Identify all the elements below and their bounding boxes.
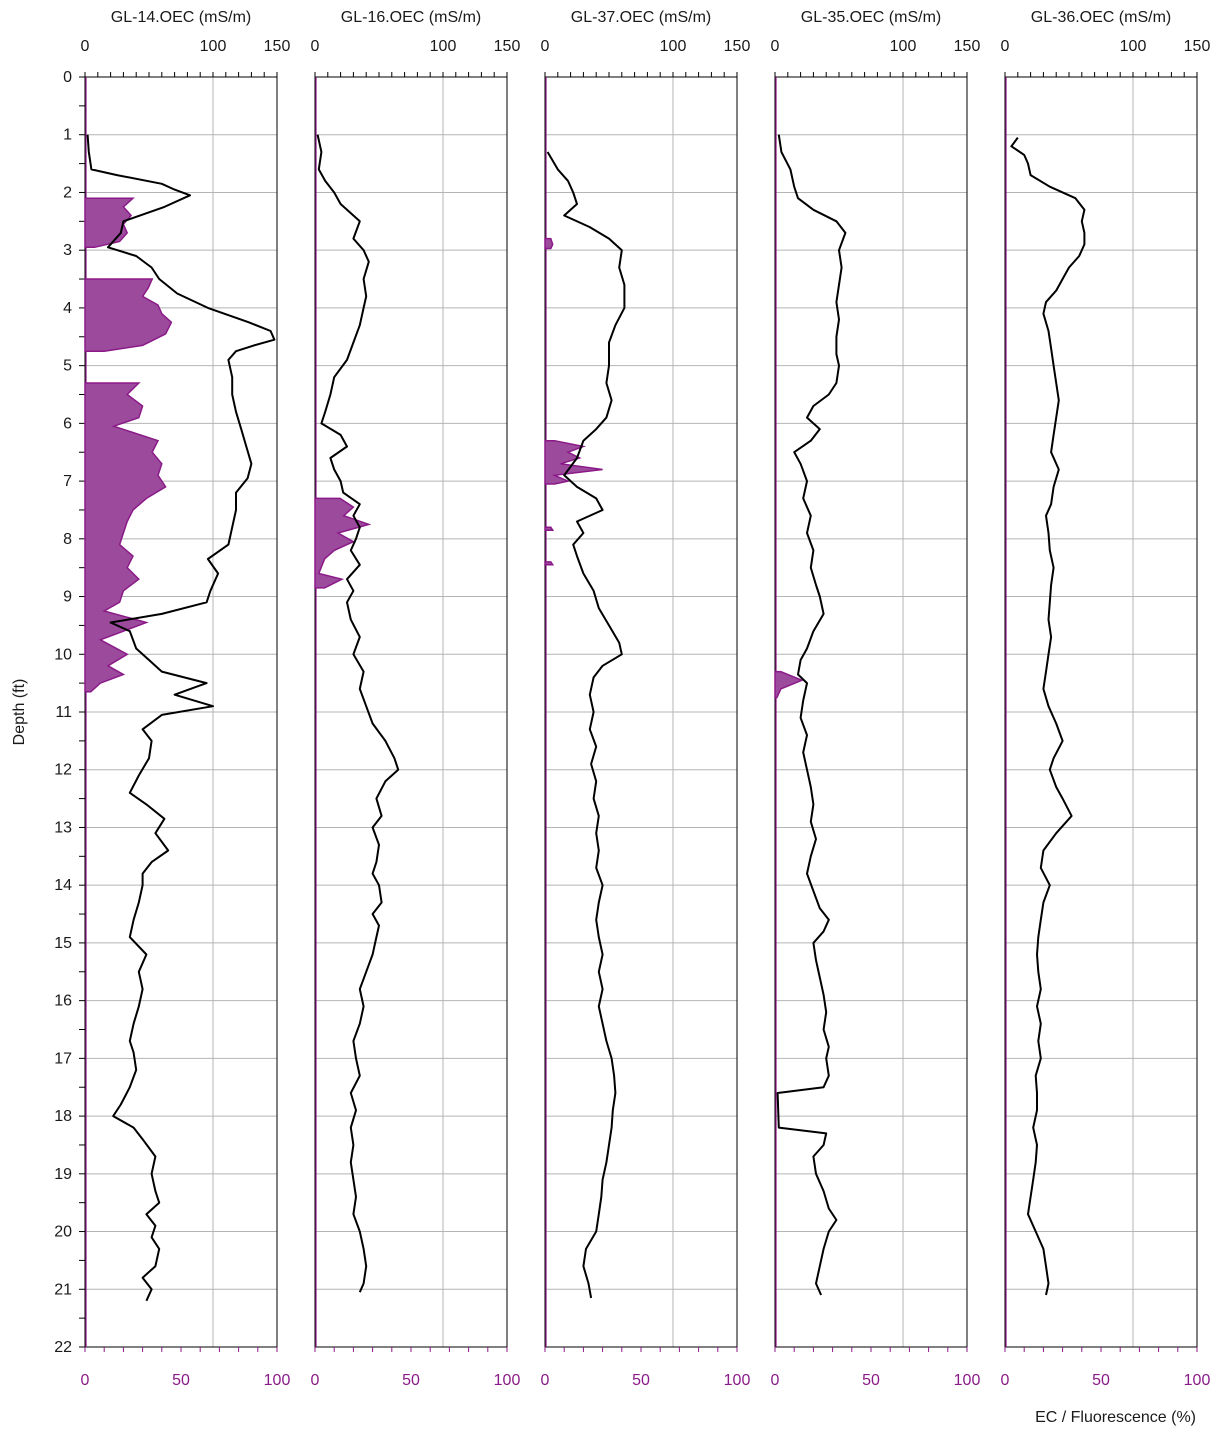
- depth-tick-label: 3: [63, 242, 72, 259]
- panel-title: GL-16.OEC (mS/m): [341, 9, 481, 26]
- depth-tick-label: 10: [54, 646, 72, 663]
- ec-tick-label: 100: [200, 38, 227, 55]
- ec-tick-label: 0: [311, 38, 320, 55]
- depth-tick-label: 8: [63, 531, 72, 548]
- panel-3: GL-37.OEC (mS/m) 0 100 150 0 50 100: [541, 9, 751, 1389]
- fluor-tick-label: 100: [264, 1372, 291, 1389]
- depth-tick-label: 13: [54, 819, 72, 836]
- ec-series-line: [316, 134, 400, 1293]
- ec-tick-label: 100: [890, 38, 917, 55]
- depth-tick-label: 22: [54, 1339, 72, 1356]
- fluor-tick-label: 100: [1184, 1372, 1211, 1389]
- depth-tick-label: 4: [63, 300, 72, 317]
- fluorescence-area: [544, 237, 554, 250]
- depth-tick-label: 21: [54, 1281, 72, 1298]
- depth-tick-label: 15: [54, 935, 72, 952]
- ec-tick-label: 150: [724, 38, 751, 55]
- fluorescence-area: [544, 439, 603, 485]
- depth-tick-label: 5: [63, 358, 72, 375]
- fluorescence-area: [774, 670, 804, 699]
- ec-tick-label: 100: [1120, 38, 1147, 55]
- depth-tick-label: 18: [54, 1108, 72, 1125]
- fluorescence-area: [84, 278, 173, 352]
- panel-2: GL-16.OEC (mS/m) 0 100 150 0 50 100: [311, 9, 521, 1389]
- ec-tick-label: 0: [541, 38, 550, 55]
- fluorescence-area: [314, 497, 372, 589]
- panel-1: GL-14.OEC (mS/m) 0 100 150 0 50 100: [81, 9, 291, 1389]
- ec-tick-label: 0: [771, 38, 780, 55]
- bottom-axis-label: EC / Fluorescence (%): [1035, 1409, 1196, 1426]
- depth-tick-label: 16: [54, 993, 72, 1010]
- ec-tick-label: 150: [1184, 38, 1211, 55]
- ec-tick-label: 0: [1001, 38, 1010, 55]
- fluor-tick-label: 0: [81, 1372, 90, 1389]
- ec-tick-label: 150: [954, 38, 981, 55]
- fluor-tick-label: 50: [1092, 1372, 1110, 1389]
- fluor-tick-label: 50: [632, 1372, 650, 1389]
- ec-tick-label: 150: [494, 38, 521, 55]
- fluor-tick-label: 50: [862, 1372, 880, 1389]
- fluor-tick-label: 0: [1001, 1372, 1010, 1389]
- fluorescence-area: [544, 526, 555, 531]
- depth-tick-label: 19: [54, 1166, 72, 1183]
- depth-tick-label: 14: [54, 877, 72, 894]
- depth-axis-label: Depth (ft): [11, 679, 28, 746]
- depth-tick-label: 1: [63, 127, 72, 144]
- fluorescence-area: [84, 197, 135, 249]
- panel-title: GL-37.OEC (mS/m): [571, 9, 711, 26]
- panel-title: GL-36.OEC (mS/m): [1031, 9, 1171, 26]
- ec-series-line: [1010, 137, 1086, 1296]
- ec-series-line: [86, 134, 276, 1302]
- depth-tick-label: 20: [54, 1224, 72, 1241]
- depth-tick-label: 0: [63, 69, 72, 86]
- fluor-tick-label: 0: [311, 1372, 320, 1389]
- fluor-tick-label: 0: [541, 1372, 550, 1389]
- panel-5: GL-36.OEC (mS/m) 0 100 150 0 50 100: [1001, 9, 1211, 1389]
- ec-tick-label: 100: [430, 38, 457, 55]
- depth-tick-label: 9: [63, 589, 72, 606]
- depth-tick-label: 7: [63, 473, 72, 490]
- ec-series-line: [776, 134, 847, 1296]
- ec-tick-label: 150: [264, 38, 291, 55]
- ec-tick-label: 0: [81, 38, 90, 55]
- fluor-tick-label: 100: [724, 1372, 751, 1389]
- panel-title: GL-14.OEC (mS/m): [111, 9, 251, 26]
- fluor-tick-label: 50: [172, 1372, 190, 1389]
- ec-series-line: [546, 151, 626, 1299]
- fluorescence-area: [84, 382, 167, 693]
- depth-tick-label: 2: [63, 184, 72, 201]
- fluor-tick-label: 100: [954, 1372, 981, 1389]
- fluor-tick-label: 0: [771, 1372, 780, 1389]
- fluor-tick-label: 100: [494, 1372, 521, 1389]
- depth-tick-label: 17: [54, 1050, 72, 1067]
- fluor-tick-label: 50: [402, 1372, 420, 1389]
- panel-4: GL-35.OEC (mS/m) 0 100 150 0 50 100: [771, 9, 981, 1389]
- fluorescence-area: [544, 561, 555, 566]
- depth-tick-label: 12: [54, 762, 72, 779]
- ec-tick-label: 100: [660, 38, 687, 55]
- panel-title: GL-35.OEC (mS/m): [801, 9, 941, 26]
- depth-tick-label: 11: [55, 704, 72, 721]
- depth-tick-label: 6: [63, 415, 72, 432]
